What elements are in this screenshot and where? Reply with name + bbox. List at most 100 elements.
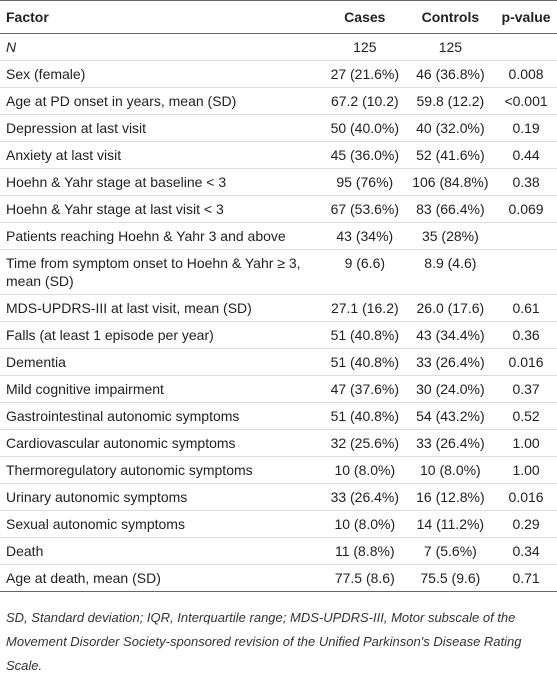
factor-cell: Urinary autonomic symptoms xyxy=(0,483,324,511)
factor-cell: Depression at last visit xyxy=(0,114,324,142)
table-row: Urinary autonomic symptoms 33 (26.4%) 16 (… xyxy=(0,483,557,511)
value-cell: 54 (43.2%) xyxy=(405,402,496,430)
table-row: Time from symptom onset to Hoehn & Yahr … xyxy=(0,249,557,295)
value-cell: 125 xyxy=(324,33,406,61)
value-cell: 33 (26.4%) xyxy=(405,348,496,376)
value-cell: 14 (11.2%) xyxy=(405,510,496,538)
value-cell: 10 (8.0%) xyxy=(405,456,496,484)
value-cell: 0.016 xyxy=(495,483,557,511)
value-cell: 106 (84.8%) xyxy=(405,168,496,196)
table-row: Patients reaching Hoehn & Yahr 3 and abo… xyxy=(0,222,557,250)
factor-cell: Gastrointestinal autonomic symptoms xyxy=(0,402,324,430)
value-cell: 0.61 xyxy=(495,294,557,322)
value-cell: 1.00 xyxy=(495,456,557,484)
value-cell: 83 (66.4%) xyxy=(405,195,496,223)
value-cell: 0.008 xyxy=(495,60,557,88)
table-row: Depression at last visit 50 (40.0%) 40 (32… xyxy=(0,114,557,142)
factor-cell: MDS-UPDRS-III at last visit, mean (SD) xyxy=(0,294,324,322)
value-cell: 33 (26.4%) xyxy=(324,483,406,511)
value-cell: 67 (53.6%) xyxy=(324,195,406,223)
table-row: Death 11 (8.8%) 7 (5.6%) 0.34 xyxy=(0,537,557,565)
value-cell: 26.0 (17.6) xyxy=(405,294,496,322)
value-cell: 0.29 xyxy=(495,510,557,538)
factor-cell: Time from symptom onset to Hoehn & Yahr … xyxy=(0,249,324,295)
header-cell: p-value xyxy=(495,0,557,34)
value-cell: 0.069 xyxy=(495,195,557,223)
value-cell: 40 (32.0%) xyxy=(405,114,496,142)
factor-cell: N xyxy=(0,33,324,61)
table-row: Anxiety at last visit 45 (36.0%) 52 (41.6%… xyxy=(0,141,557,169)
factor-cell: Patients reaching Hoehn & Yahr 3 and abo… xyxy=(0,222,324,250)
value-cell: 47 (37.6%) xyxy=(324,375,406,403)
empty-cell xyxy=(495,222,557,250)
factor-cell: Hoehn & Yahr stage at last visit < 3 xyxy=(0,195,324,223)
factor-cell: Cardiovascular autonomic symptoms xyxy=(0,429,324,457)
factor-cell: Falls (at least 1 episode per year) xyxy=(0,321,324,349)
value-cell: 1.00 xyxy=(495,429,557,457)
value-cell: 77.5 (8.6) xyxy=(324,564,406,592)
value-cell: 0.36 xyxy=(495,321,557,349)
value-cell: 30 (24.0%) xyxy=(405,375,496,403)
table-row: Cardiovascular autonomic symptoms 32 (25.… xyxy=(0,429,557,457)
table-body: N 125 125 Sex (female) 27 (21.6%) 46 (36.8%) 0… xyxy=(0,33,557,592)
table-row: Gastrointestinal autonomic symptoms 51 (4… xyxy=(0,402,557,430)
value-cell: 125 xyxy=(405,33,496,61)
empty-cell xyxy=(495,249,557,295)
value-cell: 0.37 xyxy=(495,375,557,403)
table-row: Age at death, mean (SD) 77.5 (8.6) 75.5 (9… xyxy=(0,564,557,592)
value-cell: 43 (34%) xyxy=(324,222,406,250)
value-cell: 95 (76%) xyxy=(324,168,406,196)
header-cell: Factor xyxy=(0,0,324,34)
value-cell: 51 (40.8%) xyxy=(324,348,406,376)
data-table: Factor Cases Controls p-value N 125 125 Sex (f… xyxy=(0,0,557,592)
header-row: Factor Cases Controls p-value xyxy=(0,0,557,34)
table-row: Hoehn & Yahr stage at last visit < 3 67 (… xyxy=(0,195,557,223)
value-cell: 0.44 xyxy=(495,141,557,169)
value-cell: 43 (34.4%) xyxy=(405,321,496,349)
value-cell: 10 (8.0%) xyxy=(324,456,406,484)
footnote: SD, Standard deviation; IQR, Interquarti… xyxy=(6,610,522,673)
factor-cell: Sex (female) xyxy=(0,60,324,88)
table-row: MDS-UPDRS-III at last visit, mean (SD) 27… xyxy=(0,294,557,322)
factor-cell: Mild cognitive impairment xyxy=(0,375,324,403)
value-cell: 0.71 xyxy=(495,564,557,592)
value-cell: 59.8 (12.2) xyxy=(405,87,496,115)
factor-cell: Anxiety at last visit xyxy=(0,141,324,169)
value-cell: 0.52 xyxy=(495,402,557,430)
value-cell: 10 (8.0%) xyxy=(324,510,406,538)
factor-cell: Dementia xyxy=(0,348,324,376)
value-cell: 67.2 (10.2) xyxy=(324,87,406,115)
value-cell: 50 (40.0%) xyxy=(324,114,406,142)
factor-cell: Hoehn & Yahr stage at baseline < 3 xyxy=(0,168,324,196)
factor-cell: Sexual autonomic symptoms xyxy=(0,510,324,538)
value-cell: <0.001 xyxy=(495,87,557,115)
value-cell: 46 (36.8%) xyxy=(405,60,496,88)
value-cell: 32 (25.6%) xyxy=(324,429,406,457)
table-row: N 125 125 xyxy=(0,33,557,61)
value-cell: 52 (41.6%) xyxy=(405,141,496,169)
value-cell: 27 (21.6%) xyxy=(324,60,406,88)
value-cell: 8.9 (4.6) xyxy=(405,249,496,295)
value-cell: 33 (26.4%) xyxy=(405,429,496,457)
value-cell: 27.1 (16.2) xyxy=(324,294,406,322)
factor-cell: Age at PD onset in years, mean (SD) xyxy=(0,87,324,115)
value-cell: 16 (12.8%) xyxy=(405,483,496,511)
empty-cell xyxy=(495,33,557,61)
value-cell: 0.38 xyxy=(495,168,557,196)
table-row: Age at PD onset in years, mean (SD) 67.2 … xyxy=(0,87,557,115)
value-cell: 51 (40.8%) xyxy=(324,321,406,349)
factor-cell: Thermoregulatory autonomic symptoms xyxy=(0,456,324,484)
value-cell: 7 (5.6%) xyxy=(405,537,496,565)
table-row: Falls (at least 1 episode per year) 51 (4… xyxy=(0,321,557,349)
table-row: Hoehn & Yahr stage at baseline < 3 95 (76… xyxy=(0,168,557,196)
factor-cell: Age at death, mean (SD) xyxy=(0,564,324,592)
value-cell: 75.5 (9.6) xyxy=(405,564,496,592)
table-row: Dementia 51 (40.8%) 33 (26.4%) 0.016 xyxy=(0,348,557,376)
value-cell: 9 (6.6) xyxy=(324,249,406,295)
table-row: Sexual autonomic symptoms 10 (8.0%) 14 (11… xyxy=(0,510,557,538)
table-row: Thermoregulatory autonomic symptoms 10 (8… xyxy=(0,456,557,484)
value-cell: 0.19 xyxy=(495,114,557,142)
table-header: Factor Cases Controls p-value xyxy=(0,0,557,34)
value-cell: 35 (28%) xyxy=(405,222,496,250)
